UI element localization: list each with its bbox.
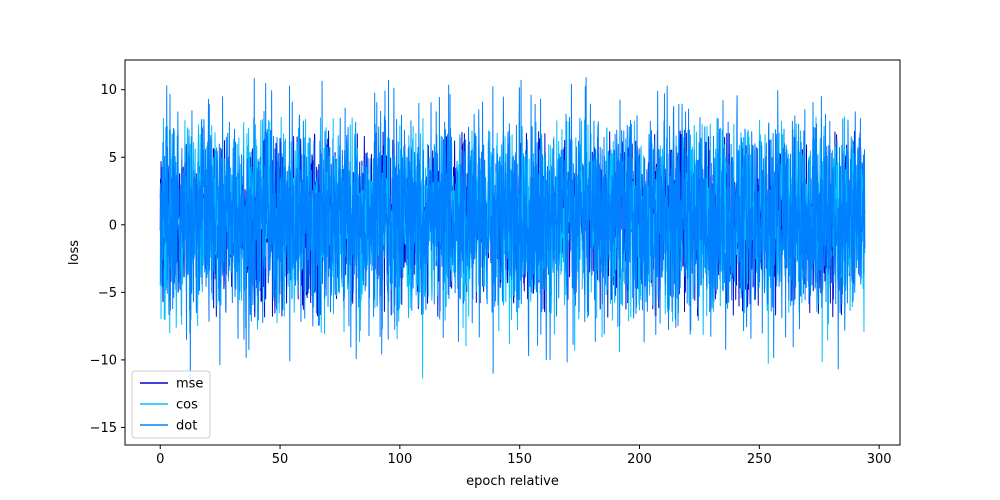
legend-label-mse: mse [176,377,203,392]
legend-label-dot: dot [176,419,197,434]
plot-frame [124,59,901,446]
x-tick-label: 300 [867,452,892,467]
x-tick-label: 250 [747,452,772,467]
legend: mse cos dot [131,370,211,439]
x-tick-label: 150 [507,452,532,467]
y-tick-label: 10 [100,83,117,98]
x-axis-label: epoch relative [466,474,559,489]
series-line-dot [159,76,866,379]
series-layer [159,76,866,379]
legend-box [131,370,211,439]
y-axis-label: loss [67,240,82,265]
y-tick-label: 0 [109,218,117,233]
x-tick-label: 100 [387,452,412,467]
legend-label-cos: cos [176,398,198,413]
x-tick-label: 200 [627,452,652,467]
x-tick-label: 50 [272,452,289,467]
y-tick-label: 5 [109,151,117,166]
x-tick-label: 0 [156,452,164,467]
y-tick-label: −10 [90,353,117,368]
y-axis: −15 −10 −5 0 5 10 [90,83,125,436]
x-axis: 0 50 100 150 200 250 300 [156,445,892,467]
y-tick-label: −15 [90,421,117,436]
y-tick-label: −5 [98,286,117,301]
